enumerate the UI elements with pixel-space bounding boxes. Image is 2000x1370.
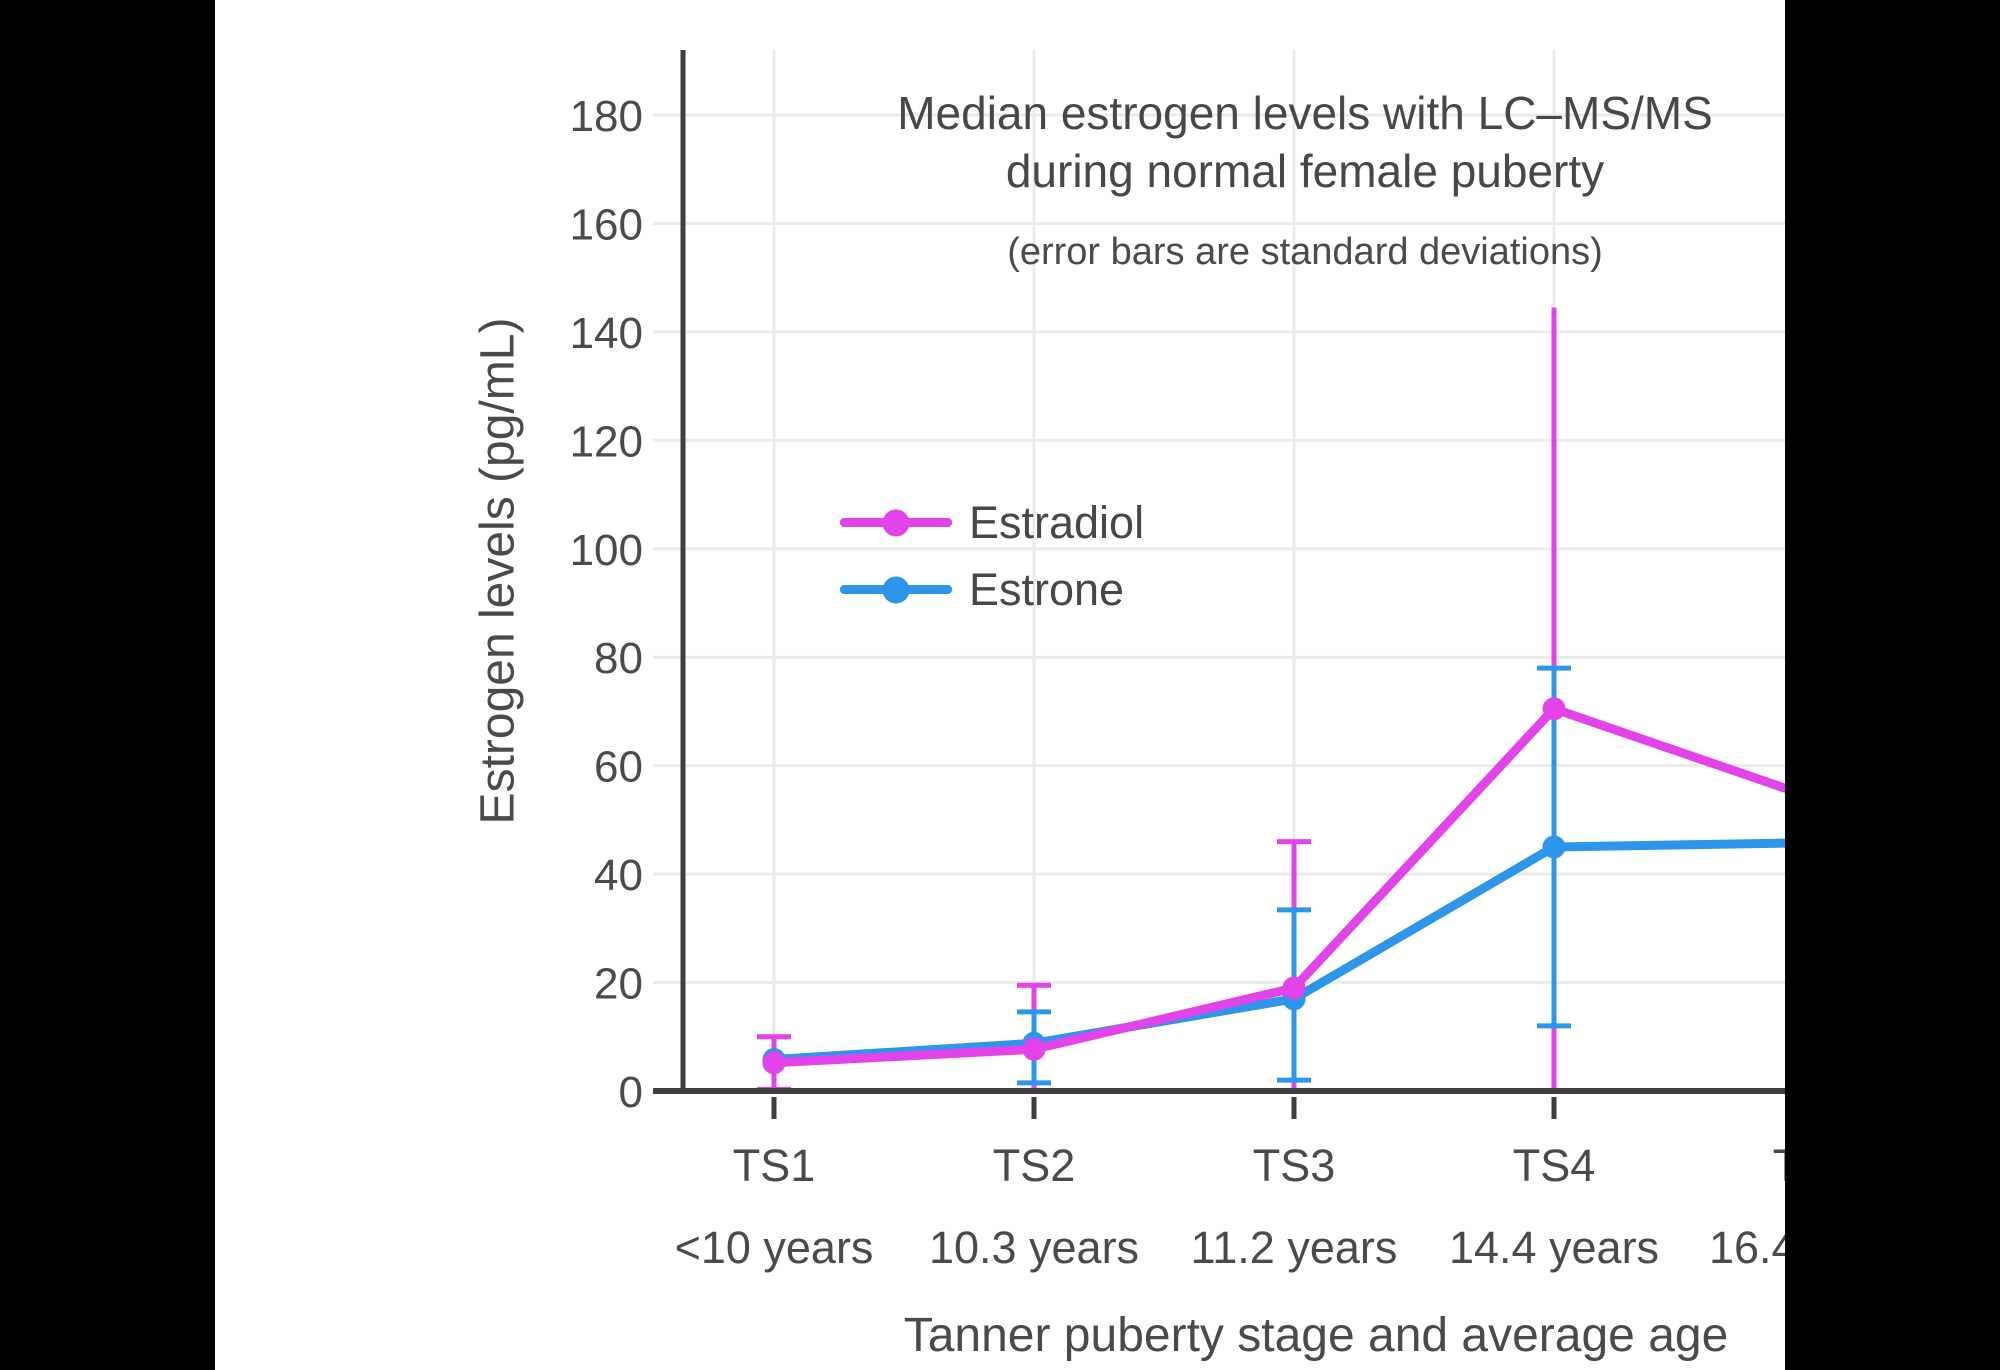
estradiol-point xyxy=(1542,697,1566,721)
chart-title: Median estrogen levels with LC–MS/MS dur… xyxy=(897,84,1713,200)
chart-title-line1: Median estrogen levels with LC–MS/MS xyxy=(897,87,1713,139)
legend-label-estrone: Estrone xyxy=(969,563,1125,615)
legend-row-estradiol: Estradiol xyxy=(840,489,1144,556)
x-stage-label: TS1 xyxy=(733,1140,816,1191)
legend: Estradiol Estrone xyxy=(840,489,1144,623)
estrone-point xyxy=(1542,835,1566,859)
estradiol-line-swatch xyxy=(840,509,952,536)
x-age-label: 14.4 years xyxy=(1449,1222,1659,1273)
y-tick-label: 140 xyxy=(570,309,643,358)
y-tick-label: 180 xyxy=(570,92,643,141)
x-stage-label: TS4 xyxy=(1513,1140,1596,1191)
y-tick-label: 20 xyxy=(594,960,643,1009)
left-letterbox xyxy=(0,0,215,1370)
x-axis-title: Tanner puberty stage and average age xyxy=(903,1309,1729,1362)
x-age-label: 11.2 years xyxy=(1191,1222,1398,1273)
right-letterbox xyxy=(1785,0,2000,1370)
x-stage-label: TS2 xyxy=(993,1140,1076,1191)
chart-subtitle: (error bars are standard deviations) xyxy=(1007,231,1603,273)
estradiol-point xyxy=(762,1051,786,1075)
x-age-label: 10.3 years xyxy=(929,1222,1139,1273)
estradiol-marker-icon xyxy=(882,509,910,536)
y-tick-label: 80 xyxy=(594,634,643,683)
chart-title-line2: during normal female puberty xyxy=(1005,145,1605,197)
x-age-label: <10 years xyxy=(675,1222,874,1273)
legend-row-estrone: Estrone xyxy=(840,556,1144,623)
x-stage-label: TS3 xyxy=(1253,1140,1336,1191)
y-tick-label: 0 xyxy=(619,1068,643,1117)
estrone-marker-icon xyxy=(882,576,910,603)
estradiol-point xyxy=(1022,1037,1046,1061)
estrone-line-swatch xyxy=(840,576,952,603)
y-tick-label: 100 xyxy=(570,526,643,575)
y-tick-label: 160 xyxy=(570,200,643,249)
chart-background: 0 20 40 60 80 100 120 140 160 180 TS1 <10 years TS2 1… xyxy=(215,0,1949,1370)
y-tick-label: 60 xyxy=(594,743,643,792)
y-axis-title: Estrogen levels (pg/mL) xyxy=(471,317,525,825)
legend-label-estradiol: Estradiol xyxy=(969,496,1145,548)
y-tick-label: 120 xyxy=(570,417,643,466)
estradiol-point xyxy=(1282,976,1306,1000)
y-tick-label: 40 xyxy=(594,851,643,900)
